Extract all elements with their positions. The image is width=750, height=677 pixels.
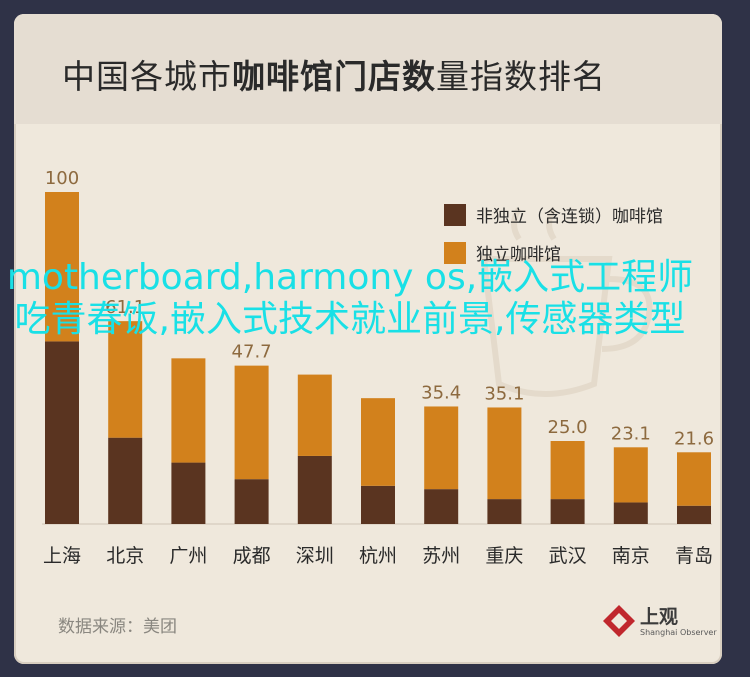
logo-subtitle: Shanghai Observer	[640, 628, 717, 637]
legend-swatch	[444, 203, 466, 226]
header: 中国各城市咖啡馆门店数量指数排名	[14, 14, 722, 124]
total-label: 35.4	[421, 382, 461, 403]
bar-chain	[550, 499, 585, 524]
legend-label: 独立咖啡馆	[476, 245, 561, 265]
page-title: 中国各城市咖啡馆门店数量指数排名	[62, 50, 606, 98]
legend-label: 非独立（含连锁）咖啡馆	[476, 207, 663, 227]
bar-independent	[108, 321, 143, 438]
x-tick-label: 深圳	[296, 545, 334, 567]
data-source: 数据来源：美团	[58, 617, 177, 637]
bar-independent	[550, 441, 585, 500]
x-tick-label: 重庆	[485, 545, 523, 567]
legend-swatch	[444, 241, 466, 264]
total-label: 47.7	[232, 342, 272, 363]
bar-chain	[361, 485, 395, 524]
bar-chain	[677, 505, 711, 524]
x-tick-label: 苏州	[422, 545, 460, 567]
bar-independent	[613, 447, 648, 503]
x-tick-label: 杭州	[359, 545, 397, 567]
overlay-text: motherboard,harmony os,嵌入式工程师吃青春饭,嵌入式技术就…	[6, 257, 694, 340]
total-label: 23.1	[611, 423, 651, 444]
total-label: 21.6	[674, 428, 714, 449]
chart-card: 中国各城市咖啡馆门店数量指数排名 100 上海 61.1 北京 广州 47.7 成都 深圳 杭州…	[14, 14, 722, 664]
x-tick-label: 上海	[43, 545, 81, 567]
x-tick-label: 广州	[169, 545, 207, 567]
stacked-bar-chart: 100 上海 61.1 北京 广州 47.7 成都 深圳 杭州 35.4 苏州 35.1 重庆 25.0 武…	[42, 168, 714, 567]
bar-independent	[424, 406, 459, 490]
total-label: 35.1	[484, 383, 524, 404]
x-tick-label: 北京	[106, 545, 144, 567]
bar-chain	[613, 502, 648, 524]
x-tick-label: 成都	[233, 545, 271, 567]
bar-independent	[677, 452, 711, 506]
legend-item: 独立咖啡馆	[444, 240, 663, 265]
bar-chain	[424, 489, 459, 524]
bar-independent	[45, 192, 79, 342]
bar-chain	[487, 499, 522, 524]
x-tick-label: 青岛	[675, 545, 713, 567]
logo-name: 上观	[640, 606, 679, 628]
title-part-1: 中国各城市	[62, 57, 232, 96]
x-tick-label: 武汉	[549, 545, 587, 567]
bar-independent	[487, 407, 522, 500]
publisher-logo: 上观 Shanghai Observer	[602, 600, 717, 644]
title-bold-part: 咖啡馆门店数	[232, 57, 436, 96]
bar-independent	[297, 374, 332, 456]
bar-independent	[234, 365, 269, 480]
bar-chain	[171, 462, 206, 524]
title-part-2: 量指数排名	[436, 57, 606, 96]
bar-chain	[234, 479, 269, 524]
coffee-cup-watermark	[480, 207, 653, 397]
logo-mark-icon	[603, 605, 635, 637]
total-label: 25.0	[548, 417, 588, 438]
bar-chain	[297, 455, 332, 524]
x-tick-label: 南京	[612, 545, 650, 567]
total-label: 100	[45, 168, 79, 189]
legend: 非独立（含连锁）咖啡馆 独立咖啡馆	[444, 202, 663, 278]
bar-independent	[171, 358, 206, 463]
bar-independent	[361, 398, 395, 486]
legend-item: 非独立（含连锁）咖啡馆	[444, 202, 663, 227]
total-label: 61.1	[105, 297, 145, 318]
bar-chain	[45, 341, 79, 524]
bar-chain	[108, 437, 143, 524]
